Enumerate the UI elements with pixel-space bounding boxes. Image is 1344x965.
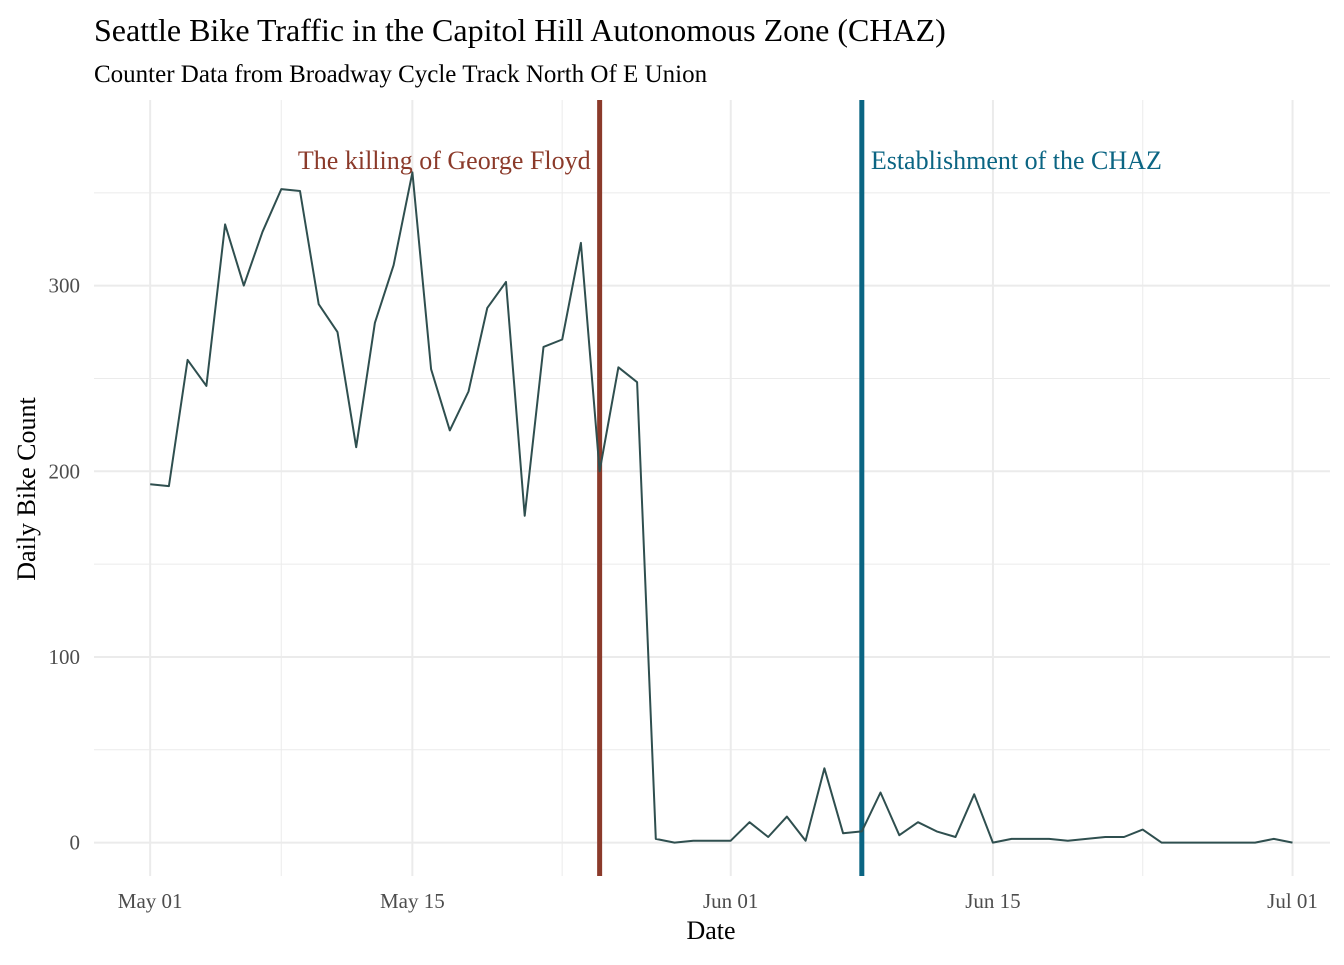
axis-ticks: 0 100 200 300 May 01 May 15 Jun 01 Jun 15 Jul 01 [49,274,1318,913]
event-markers: The killing of George Floyd Establishment… [298,100,1162,876]
x-tick-label: May 15 [380,889,445,913]
chart-subtitle: Counter Data from Broadway Cycle Track N… [94,61,708,88]
series-line [150,171,1293,844]
floyd-event-label: The killing of George Floyd [298,146,591,175]
y-tick-label: 0 [70,831,81,855]
x-tick-label: May 01 [118,889,183,913]
chart-title: Seattle Bike Traffic in the Capitol Hill… [94,12,946,48]
series-layer [150,171,1293,844]
y-tick-label: 100 [49,645,81,669]
y-tick-label: 200 [49,459,81,483]
x-axis-label: Date [686,916,735,945]
gridlines [94,100,1330,876]
chaz-event-label: Establishment of the CHAZ [871,146,1162,175]
x-tick-label: Jun 01 [703,889,758,913]
y-tick-label: 300 [49,274,81,298]
x-tick-label: Jun 15 [965,889,1020,913]
x-tick-label: Jul 01 [1267,889,1318,913]
y-axis-label: Daily Bike Count [12,397,41,581]
